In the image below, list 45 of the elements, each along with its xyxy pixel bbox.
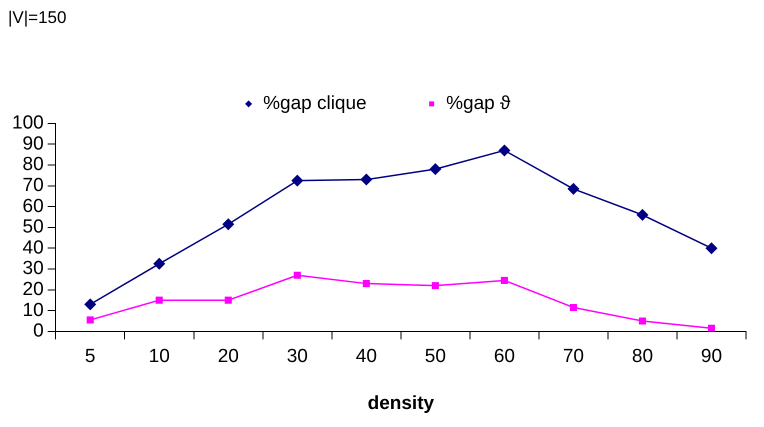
point (362, 280, 370, 288)
point (156, 296, 163, 304)
point (153, 258, 166, 270)
point (222, 218, 234, 230)
y-tick-label: 60 (22, 196, 44, 217)
y-tick-label: 20 (22, 279, 44, 300)
x-tick-label: 60 (494, 346, 515, 368)
point (360, 174, 372, 186)
y-tick-label: 30 (22, 258, 44, 280)
point (567, 182, 580, 195)
point (429, 163, 442, 176)
y-tick-label: 10 (22, 300, 44, 321)
x-tick-label: 70 (562, 346, 584, 368)
x-axis-title: density (368, 392, 435, 414)
x-tick-label: 90 (700, 346, 722, 368)
y-tick-label: 90 (22, 133, 44, 154)
point (708, 324, 716, 332)
x-tick-label: 30 (286, 346, 308, 368)
y-tick-label: 70 (22, 175, 44, 196)
y-tick-label: 80 (22, 154, 44, 176)
x-tick-label: 20 (218, 346, 239, 368)
point (432, 282, 439, 290)
y-tick-label: 0 (33, 320, 44, 342)
x-tick-label: 80 (632, 346, 654, 368)
y-tick-label: 40 (22, 237, 44, 258)
legend-label: %gap clique (263, 93, 367, 114)
point (638, 317, 646, 325)
x-tick-label: 40 (356, 346, 377, 368)
y-tick-label: 50 (22, 216, 44, 238)
point (570, 304, 577, 312)
x-tick-label: 10 (148, 346, 170, 368)
point (86, 316, 94, 324)
legend-label: %gap ϑ (446, 93, 511, 114)
point (636, 208, 648, 221)
point (224, 296, 232, 304)
x-tick-label: 50 (424, 346, 446, 368)
x-tick-label: 5 (84, 346, 96, 368)
point (498, 144, 510, 156)
point (705, 242, 718, 254)
point (294, 272, 301, 279)
y-tick-label: 100 (12, 112, 44, 134)
point (84, 298, 96, 310)
point (500, 276, 508, 284)
point (291, 174, 304, 187)
chart-title: |V|=150 (8, 8, 66, 27)
